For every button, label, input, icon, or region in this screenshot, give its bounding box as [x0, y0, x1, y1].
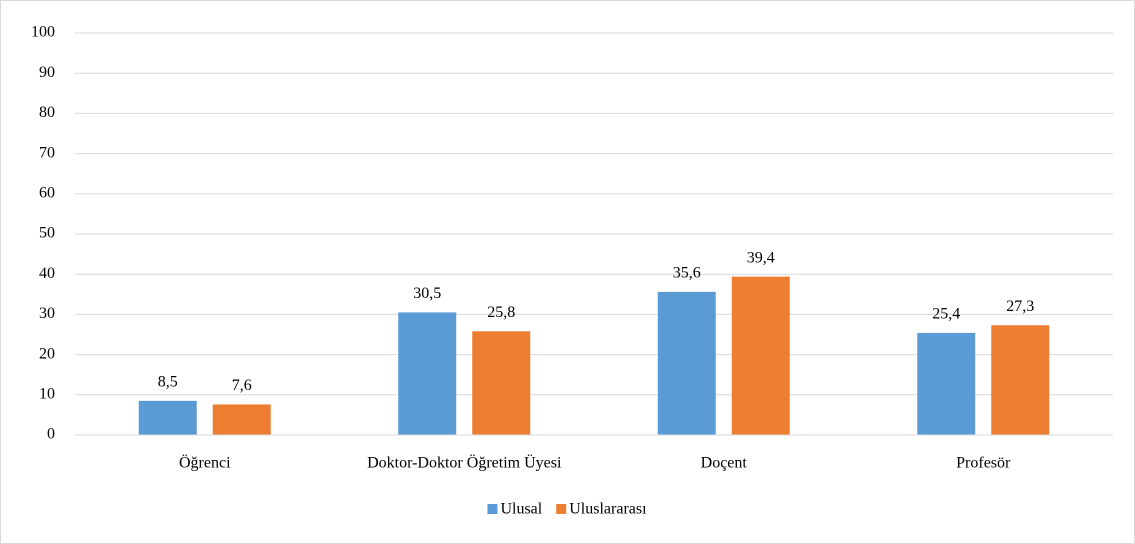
y-tick-label: 80: [39, 104, 55, 121]
y-tick-label: 20: [39, 345, 55, 362]
value-label: 8,5: [158, 374, 178, 391]
bar: [731, 276, 790, 435]
bar: [212, 404, 271, 435]
bar: [657, 291, 716, 435]
value-label: 25,8: [487, 304, 515, 321]
y-tick-label: 100: [31, 24, 55, 41]
x-tick-label: Doktor-Doktor Öğretim Üyesi: [367, 454, 562, 472]
bar: [138, 400, 197, 435]
y-tick-label: 0: [47, 426, 55, 443]
y-tick-label: 30: [39, 305, 55, 322]
x-tick-label: Profesör: [956, 455, 1011, 472]
x-tick-label: Doçent: [701, 455, 748, 472]
y-tick-label: 60: [39, 184, 55, 201]
legend-swatch: [487, 504, 498, 514]
value-label: 35,6: [673, 265, 701, 282]
y-tick-label: 40: [39, 265, 55, 282]
y-tick-label: 70: [39, 144, 55, 161]
bar: [991, 325, 1050, 435]
x-tick-label: Öğrenci: [179, 454, 231, 472]
value-label: 25,4: [932, 306, 960, 323]
bar: [472, 331, 531, 435]
value-label: 30,5: [413, 285, 441, 302]
value-label: 39,4: [747, 249, 775, 266]
legend-label: Ulusal: [500, 501, 542, 518]
y-tick-label: 50: [39, 225, 55, 242]
legend-swatch: [556, 504, 567, 514]
y-tick-label: 90: [39, 64, 55, 81]
bar: [917, 332, 976, 435]
value-label: 7,6: [232, 377, 252, 394]
bar: [398, 312, 457, 435]
y-tick-label: 10: [39, 385, 55, 402]
value-label: 27,3: [1006, 298, 1034, 315]
legend-label: Uluslararası: [569, 501, 647, 518]
